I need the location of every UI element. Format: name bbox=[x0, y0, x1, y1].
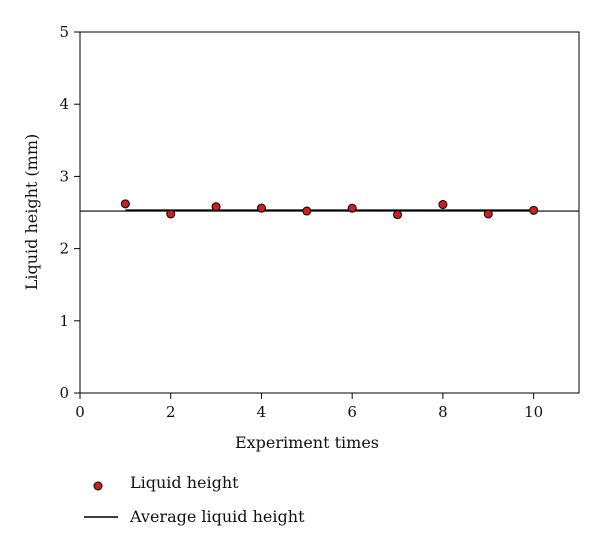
average-lines bbox=[80, 209, 579, 212]
data-point bbox=[166, 209, 176, 219]
data-point bbox=[302, 206, 312, 216]
y-tick-label: 2 bbox=[59, 240, 69, 258]
data-point bbox=[438, 200, 448, 210]
legend-label-liquid-height: Liquid height bbox=[130, 473, 239, 492]
x-axis-title: Experiment times bbox=[235, 433, 379, 452]
legend-label-average-liquid-height: Average liquid height bbox=[129, 507, 305, 526]
plot-frame bbox=[79, 31, 580, 394]
y-tick-label: 1 bbox=[59, 312, 69, 330]
y-tick-label: 0 bbox=[59, 384, 69, 402]
x-tick-label: 10 bbox=[524, 403, 543, 421]
legend: Liquid height Average liquid height bbox=[84, 473, 305, 526]
x-tick-label: 8 bbox=[438, 403, 448, 421]
legend-marker-liquid-height bbox=[93, 481, 103, 491]
y-axis-title: Liquid height (mm) bbox=[22, 134, 41, 291]
data-point bbox=[483, 209, 493, 219]
y-tick-label: 3 bbox=[59, 167, 69, 185]
data-point bbox=[529, 205, 539, 215]
x-tick-label: 2 bbox=[166, 403, 176, 421]
y-tick-label: 5 bbox=[59, 23, 69, 41]
plot-area-border bbox=[79, 31, 580, 394]
x-tick-label: 0 bbox=[75, 403, 85, 421]
data-point bbox=[120, 199, 130, 209]
y-tick-label: 4 bbox=[59, 95, 69, 113]
x-axis-ticks: 0 2 4 6 8 10 bbox=[75, 393, 543, 421]
data-point bbox=[256, 203, 266, 213]
y-axis-ticks: 0 1 2 3 4 5 bbox=[59, 23, 80, 402]
data-point bbox=[347, 203, 357, 213]
x-tick-label: 6 bbox=[347, 403, 357, 421]
data-point bbox=[211, 202, 221, 212]
data-point bbox=[393, 210, 403, 220]
x-tick-label: 4 bbox=[257, 403, 267, 421]
data-points bbox=[120, 199, 539, 220]
